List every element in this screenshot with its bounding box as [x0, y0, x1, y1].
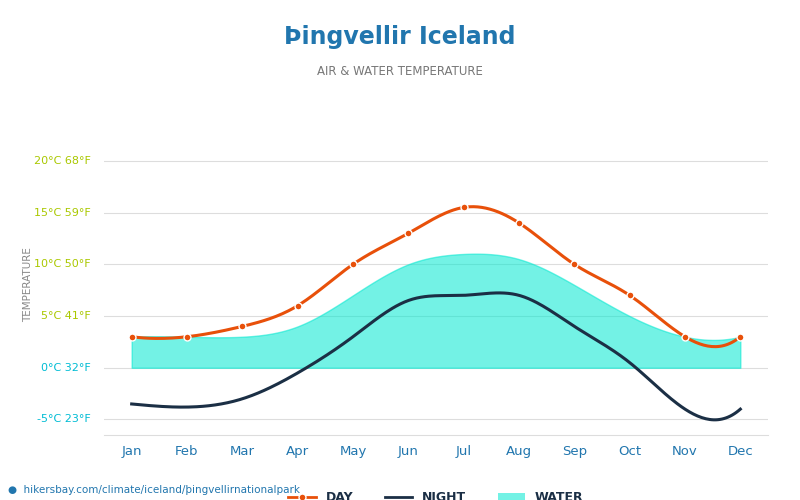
Text: -5°C 23°F: -5°C 23°F	[37, 414, 90, 424]
Legend: DAY, NIGHT, WATER: DAY, NIGHT, WATER	[283, 486, 589, 500]
Text: ●  hikersbay.com/climate/iceland/þingvellirnationalpark: ● hikersbay.com/climate/iceland/þingvell…	[8, 485, 300, 495]
Text: 5°C 41°F: 5°C 41°F	[41, 311, 90, 321]
Text: 20°C 68°F: 20°C 68°F	[34, 156, 90, 166]
Text: AIR & WATER TEMPERATURE: AIR & WATER TEMPERATURE	[317, 65, 483, 78]
Text: Þingvellir Iceland: Þingvellir Iceland	[284, 25, 516, 49]
Text: 15°C 59°F: 15°C 59°F	[34, 208, 90, 218]
Text: TEMPERATURE: TEMPERATURE	[22, 248, 33, 322]
Text: 10°C 50°F: 10°C 50°F	[34, 260, 90, 270]
Text: 0°C 32°F: 0°C 32°F	[41, 363, 90, 373]
